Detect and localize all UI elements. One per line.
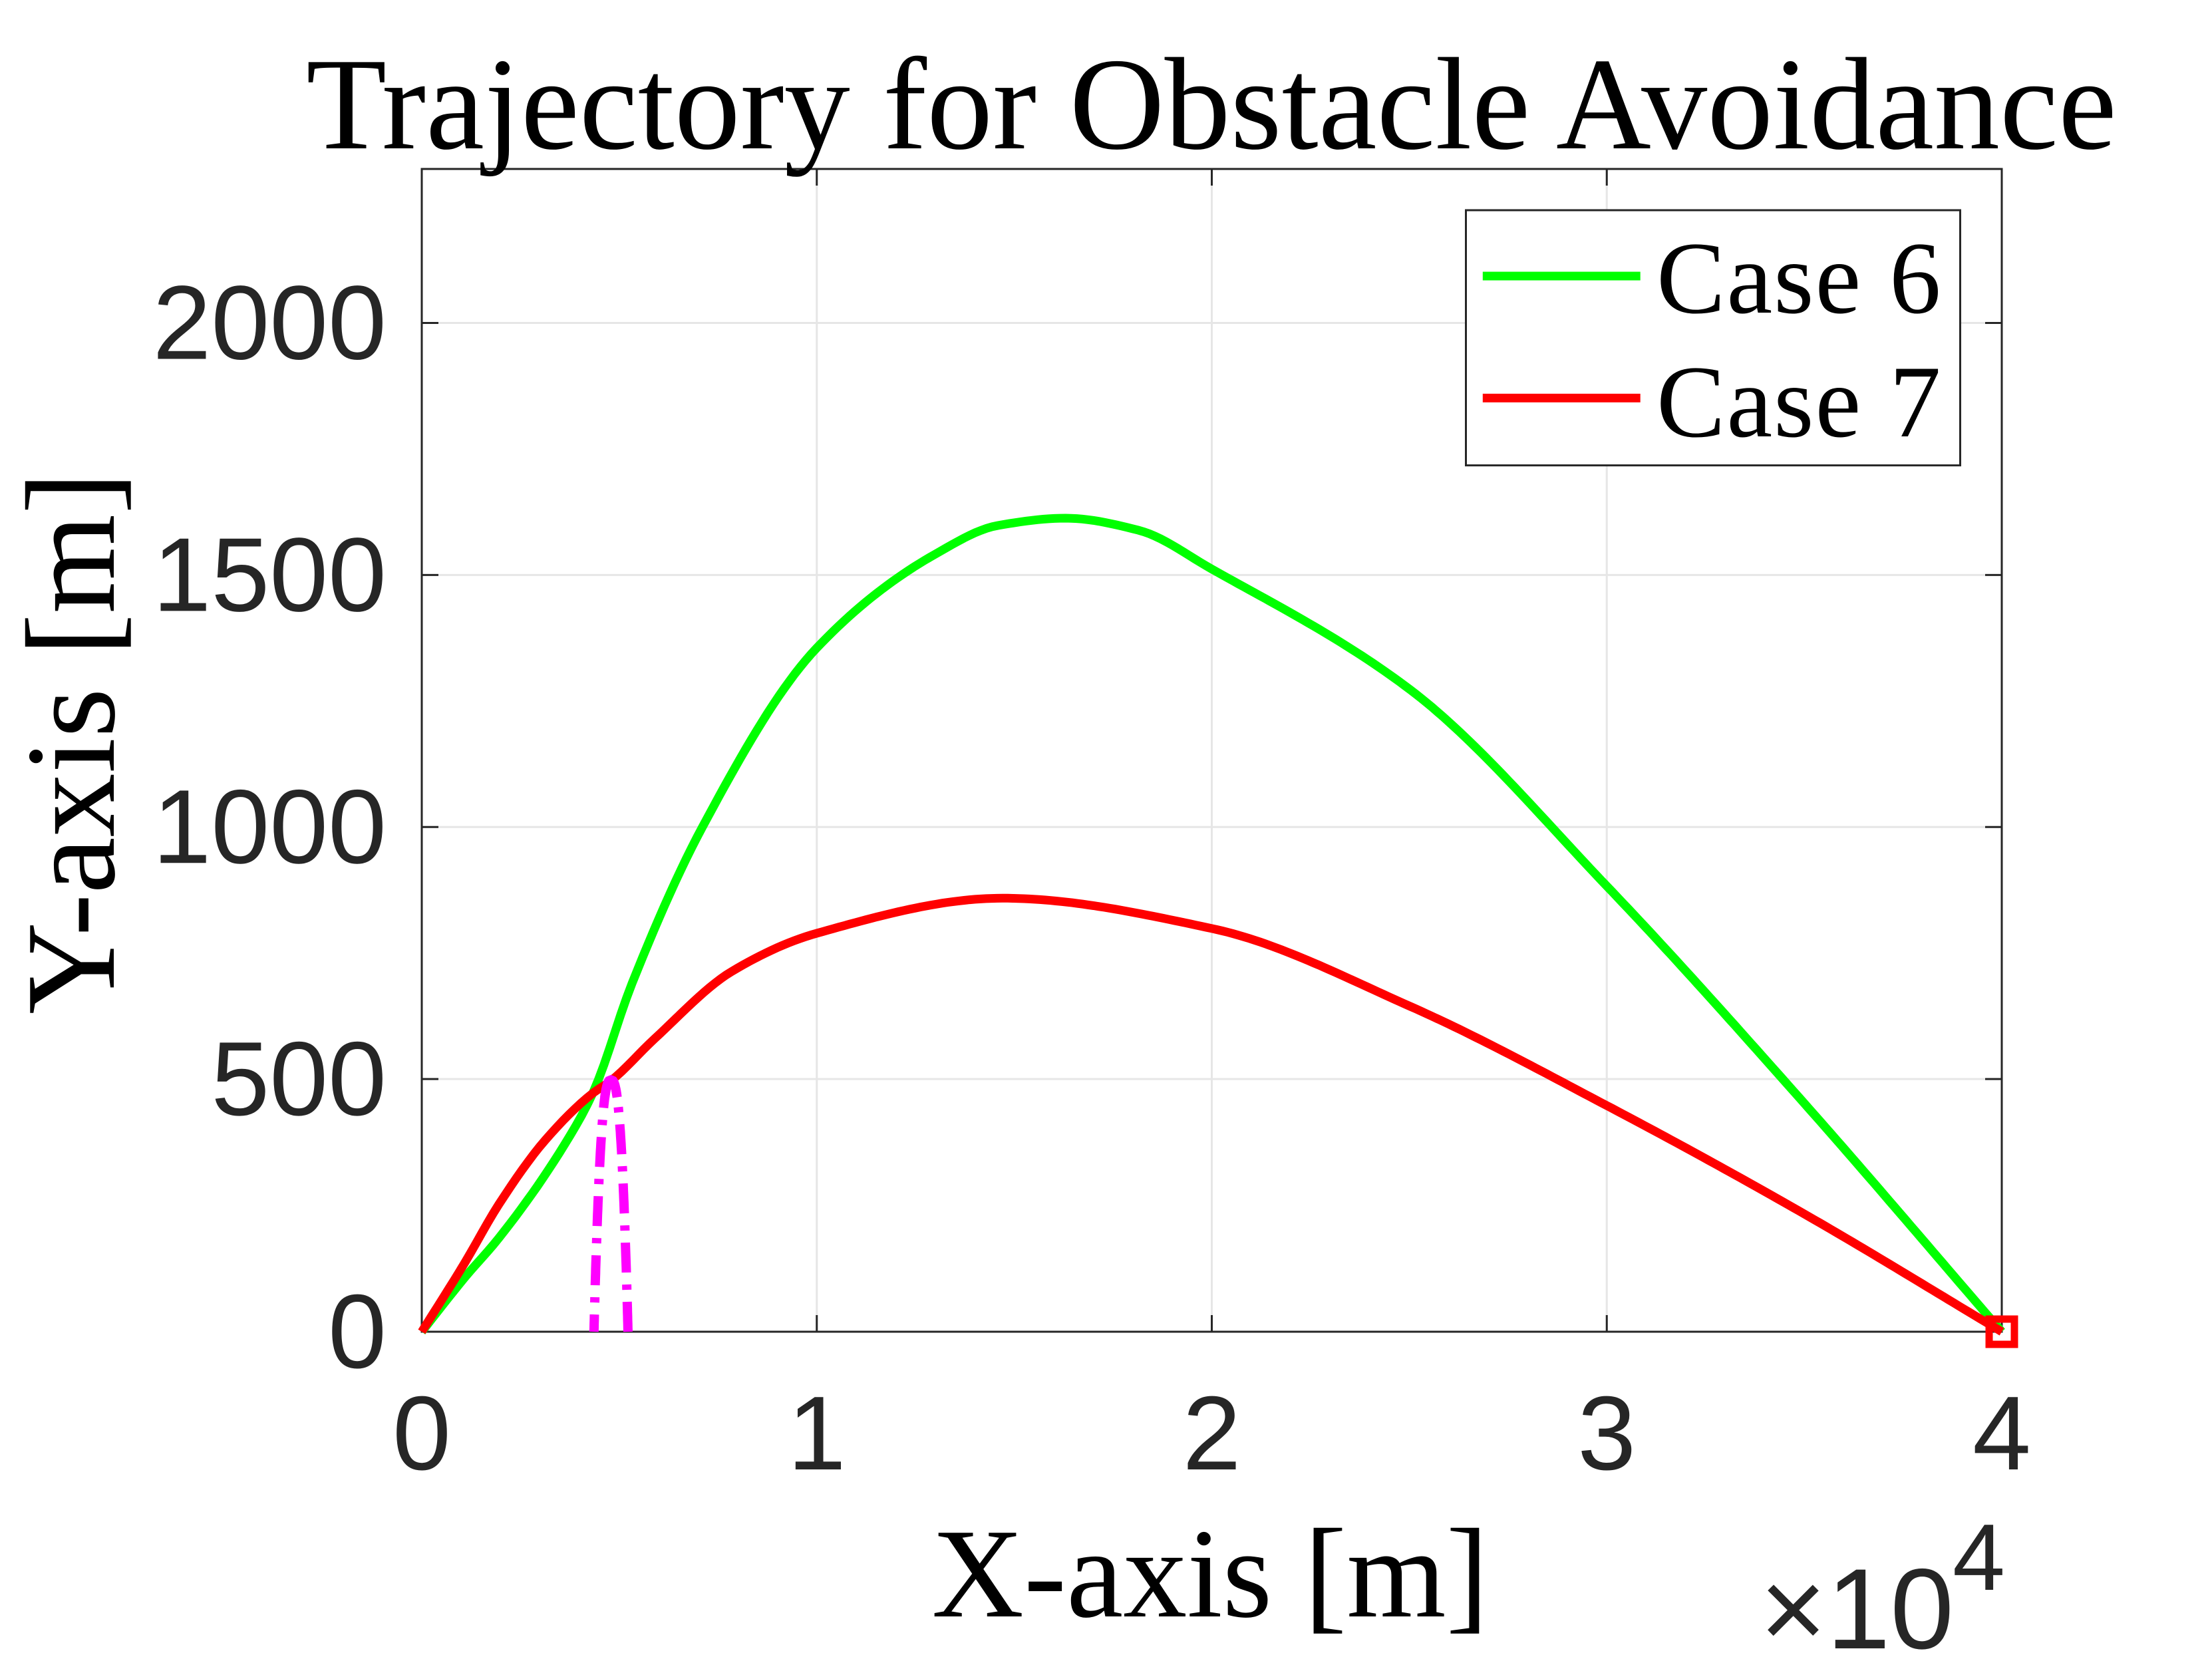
svg-text:X-axis [m]: X-axis [m] xyxy=(931,1503,1488,1644)
svg-text:Case 7: Case 7 xyxy=(1657,345,1943,459)
svg-text:×10: ×10 xyxy=(1760,1545,1954,1659)
svg-text:2000: 2000 xyxy=(153,265,387,382)
svg-text:0: 0 xyxy=(393,1375,451,1492)
svg-text:0: 0 xyxy=(328,1273,387,1390)
svg-text:1: 1 xyxy=(788,1375,846,1492)
svg-text:Y-axis [m]: Y-axis [m] xyxy=(0,472,142,1014)
svg-text:500: 500 xyxy=(211,1020,387,1137)
svg-text:1000: 1000 xyxy=(153,768,387,885)
svg-text:4: 4 xyxy=(1973,1375,2031,1492)
svg-text:Trajectory for Obstacle Avoida: Trajectory for Obstacle Avoidance xyxy=(306,31,2117,177)
svg-text:1500: 1500 xyxy=(153,516,387,633)
svg-text:3: 3 xyxy=(1577,1375,1636,1492)
svg-text:Case 6: Case 6 xyxy=(1657,221,1943,335)
svg-text:4: 4 xyxy=(1953,1505,2005,1610)
svg-text:2: 2 xyxy=(1183,1375,1241,1492)
